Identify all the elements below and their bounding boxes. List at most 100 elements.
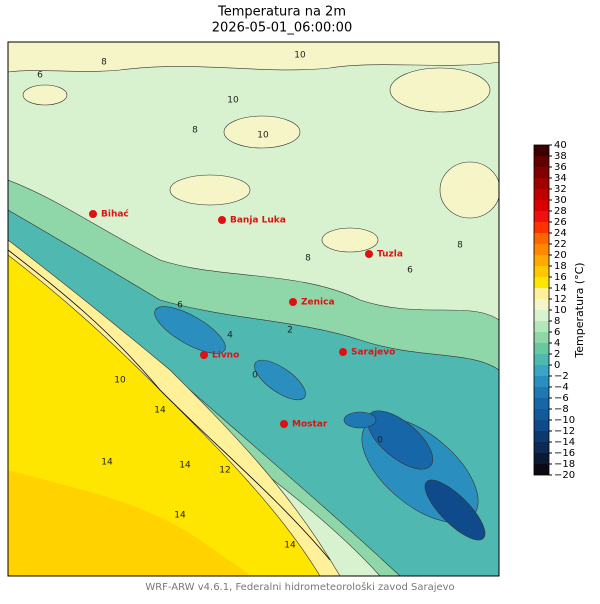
colorbar-tick-label: −20 <box>554 470 575 481</box>
colorbar-segment <box>534 420 549 431</box>
colorbar-label: Temperatura (°C) <box>573 262 586 358</box>
city-marker <box>89 210 97 218</box>
contour-label: 10 <box>114 376 126 386</box>
city-label: Tuzla <box>377 250 403 260</box>
colorbar-segment <box>534 354 549 365</box>
colorbar-tick-label: −10 <box>554 415 575 426</box>
colorbar-tick-label: −12 <box>554 426 575 437</box>
contour-label: 14 <box>174 511 186 521</box>
colorbar-segment <box>534 288 549 299</box>
colorbar-tick-label: 22 <box>554 239 567 250</box>
city-label: Banja Luka <box>230 216 286 226</box>
city-marker <box>218 216 226 224</box>
colorbar-tick-label: 32 <box>554 184 567 195</box>
colorbar-segment <box>534 387 549 398</box>
colorbar-segment <box>534 200 549 211</box>
city-label: Sarajevo <box>351 348 395 358</box>
colorbar-segment <box>534 189 549 200</box>
colorbar-segment <box>534 244 549 255</box>
city-marker <box>365 250 373 258</box>
colorbar-tick-label: 40 <box>554 140 567 151</box>
title: Temperatura na 2m <box>217 5 346 20</box>
contour-label: 8 <box>457 241 463 251</box>
colorbar-tick-label: 28 <box>554 206 567 217</box>
colorbar-segment <box>534 145 549 156</box>
colorbar-tick-label: −4 <box>554 382 569 393</box>
colorbar-tick-label: −6 <box>554 393 569 404</box>
colorbar-tick-label: −8 <box>554 404 569 415</box>
contour-label: 6 <box>177 301 183 311</box>
colorbar-tick-label: 26 <box>554 217 567 228</box>
contour-label: 14 <box>179 461 191 471</box>
contour-label: 6 <box>37 71 43 81</box>
colorbar-segment <box>534 365 549 376</box>
city-marker <box>339 348 347 356</box>
colorbar-tick-label: −2 <box>554 371 569 382</box>
colorbar-tick-label: 38 <box>554 151 567 162</box>
contour-label: 12 <box>219 466 230 476</box>
colorbar-segment <box>534 277 549 288</box>
colorbar-tick-label: 16 <box>554 272 567 283</box>
city-label: Livno <box>212 351 239 361</box>
colorbar-tick-label: −18 <box>554 459 575 470</box>
colorbar-segment <box>534 453 549 464</box>
colorbar-segment <box>534 178 549 189</box>
colorbar-tick-label: −16 <box>554 448 575 459</box>
contour-label: 14 <box>154 406 166 416</box>
colorbar-segment <box>534 310 549 321</box>
contour-label: 10 <box>257 131 269 141</box>
contour-label: 10 <box>227 96 239 106</box>
colorbar-tick-label: 2 <box>554 349 560 360</box>
contour-label: 0 <box>377 436 383 446</box>
colorbar-tick-label: 0 <box>554 360 560 371</box>
colorbar-tick-label: 6 <box>554 327 560 338</box>
colorbar-segment <box>534 409 549 420</box>
colorbar-segment <box>534 464 549 475</box>
contour-label: 2 <box>287 326 293 336</box>
colorbar-segment <box>534 167 549 178</box>
map-frame <box>7 41 500 577</box>
colorbar-tick-label: 34 <box>554 173 567 184</box>
colorbar-segment <box>534 332 549 343</box>
city-label: Zenica <box>301 298 335 308</box>
contour-label: 8 <box>101 58 107 68</box>
colorbar-segment <box>534 233 549 244</box>
city-marker <box>280 420 288 428</box>
contour-label: 14 <box>284 541 296 551</box>
colorbar-tick-label: 24 <box>554 228 567 239</box>
colorbar-tick-label: 8 <box>554 316 560 327</box>
city-marker <box>200 351 208 359</box>
colorbar-segment <box>534 156 549 167</box>
colorbar-segment <box>534 222 549 233</box>
city-label: Mostar <box>292 420 328 430</box>
temperature-field <box>8 42 499 576</box>
colorbar-segment <box>534 266 549 277</box>
contour-label: 8 <box>305 254 311 264</box>
contour-label: 10 <box>294 51 306 61</box>
colorbar-tick-label: 30 <box>554 195 567 206</box>
colorbar-tick-label: 20 <box>554 250 567 261</box>
colorbar-tick-label: 18 <box>554 261 567 272</box>
colorbar-tick-label: 10 <box>554 305 567 316</box>
footer: WRF-ARW v4.6.1, Federalni hidrometeorolo… <box>145 581 454 593</box>
contour-label: 14 <box>101 458 113 468</box>
contour-label: 8 <box>192 126 198 136</box>
contour-label: 4 <box>227 331 233 341</box>
colorbar-segment <box>534 442 549 453</box>
colorbar-segment <box>534 255 549 266</box>
colorbar-segment <box>534 376 549 387</box>
city-marker <box>289 298 297 306</box>
colorbar-tick-label: 36 <box>554 162 567 173</box>
colorbar-segment <box>534 299 549 310</box>
colorbar-segment <box>534 343 549 354</box>
colorbar-tick-label: −14 <box>554 437 575 448</box>
contour-label: 0 <box>252 371 258 381</box>
colorbar-tick-label: 12 <box>554 294 567 305</box>
contour-label: 6 <box>407 266 413 276</box>
colorbar-tick-label: 14 <box>554 283 567 294</box>
subtitle: 2026-05-01_06:00:00 <box>212 21 352 36</box>
city-label: Bihać <box>101 209 129 220</box>
colorbar-segment <box>534 398 549 409</box>
colorbar-segment <box>534 431 549 442</box>
